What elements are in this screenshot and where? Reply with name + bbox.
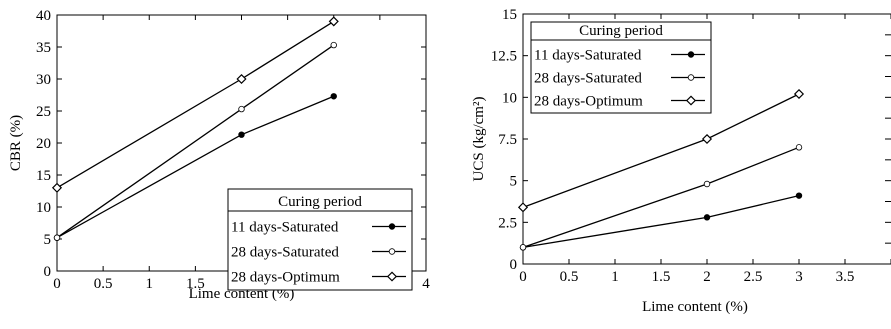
legend-label: 28 days-Optimum <box>231 270 340 286</box>
series-3 <box>517 88 805 213</box>
data-point <box>236 73 247 85</box>
y-axis-label: UCS (kg/cm²) <box>471 97 487 182</box>
data-point <box>793 88 805 100</box>
x-tick-label: 1.5 <box>652 269 671 285</box>
data-point <box>701 133 713 145</box>
data-point <box>330 41 337 49</box>
x-tick-label: 4 <box>422 276 430 292</box>
y-tick-label: 5 <box>510 174 518 190</box>
data-point <box>51 182 63 193</box>
series-2 <box>519 144 803 251</box>
y-tick-label: 0 <box>44 264 52 280</box>
x-tick-label: 1.5 <box>186 276 205 292</box>
y-axis-label: CBR (%) <box>8 115 24 171</box>
y-tick-label: 10 <box>502 90 517 106</box>
data-point <box>238 131 245 138</box>
x-tick-label: 0 <box>519 269 527 285</box>
y-tick-label: 7.5 <box>498 132 517 148</box>
legend-swatch-marker <box>687 51 695 58</box>
x-axis-label: Lime content (%) <box>642 299 748 315</box>
y-tick-label: 2.5 <box>498 215 517 231</box>
y-tick-label: 15 <box>502 7 517 23</box>
x-tick-label: 1 <box>611 269 619 285</box>
legend: Curing period 11 days-Saturated 28 days-Sa… <box>530 21 712 114</box>
series-line <box>522 146 800 248</box>
legend-swatch-marker <box>388 248 396 255</box>
legend-label: 28 days-Optimum <box>534 94 643 110</box>
y-tick-label: 0 <box>510 257 518 273</box>
y-tick-label: 30 <box>36 72 51 88</box>
data-point <box>238 105 245 113</box>
x-tick-label: 1 <box>146 276 154 292</box>
series-line <box>56 20 335 189</box>
legend-label: 11 days-Saturated <box>231 220 339 236</box>
legend-swatch-marker <box>685 95 697 106</box>
data-point <box>795 144 803 151</box>
data-point <box>703 214 711 221</box>
data-point <box>795 192 803 199</box>
data-point <box>519 244 527 251</box>
y-tick-label: 25 <box>36 104 51 120</box>
y-tick-label: 15 <box>36 168 51 184</box>
legend-swatch-marker <box>388 223 396 230</box>
chart-2: 0 0.5 1 1.5 2 2.5 3 3.5 0 2.5 5 7.5 10 12.5 15 Lime con… <box>471 7 891 315</box>
y-tick-label: 40 <box>36 8 51 24</box>
y-tick-label: 12.5 <box>491 49 517 65</box>
series-line <box>522 195 800 248</box>
legend-label: 11 days-Saturated <box>534 48 642 64</box>
series-2 <box>53 41 337 241</box>
x-tick-label: 0.5 <box>560 269 579 285</box>
data-point <box>517 202 529 213</box>
legend-title: Curing period <box>278 194 362 210</box>
x-tick-label: 3.5 <box>836 269 855 285</box>
x-tick-label: 0 <box>53 276 61 292</box>
y-tick-label: 10 <box>36 200 51 216</box>
y-tick-label: 20 <box>36 136 51 152</box>
legend-title: Curing period <box>579 23 663 39</box>
y-tick-label: 35 <box>36 40 51 56</box>
x-tick-label: 2.5 <box>744 269 763 285</box>
legend-box <box>227 188 413 291</box>
legend-box <box>530 21 712 114</box>
x-tick-label: 3 <box>795 269 803 285</box>
y-tick-label: 5 <box>44 232 52 248</box>
legend-swatch-marker <box>687 74 695 81</box>
data-point <box>53 234 61 241</box>
x-tick-label: 2 <box>703 269 711 285</box>
data-point <box>703 180 711 188</box>
legend-swatch-marker <box>386 271 398 282</box>
data-point <box>330 93 337 100</box>
x-tick-label: 0.5 <box>94 276 113 292</box>
legend-label: 28 days-Saturated <box>534 71 642 87</box>
data-point <box>328 16 339 27</box>
series-1 <box>519 192 803 251</box>
legend: Curing period 11 days-Saturated 28 days-Sa… <box>227 188 413 291</box>
series-3 <box>51 16 339 193</box>
legend-label: 28 days-Saturated <box>231 245 339 261</box>
